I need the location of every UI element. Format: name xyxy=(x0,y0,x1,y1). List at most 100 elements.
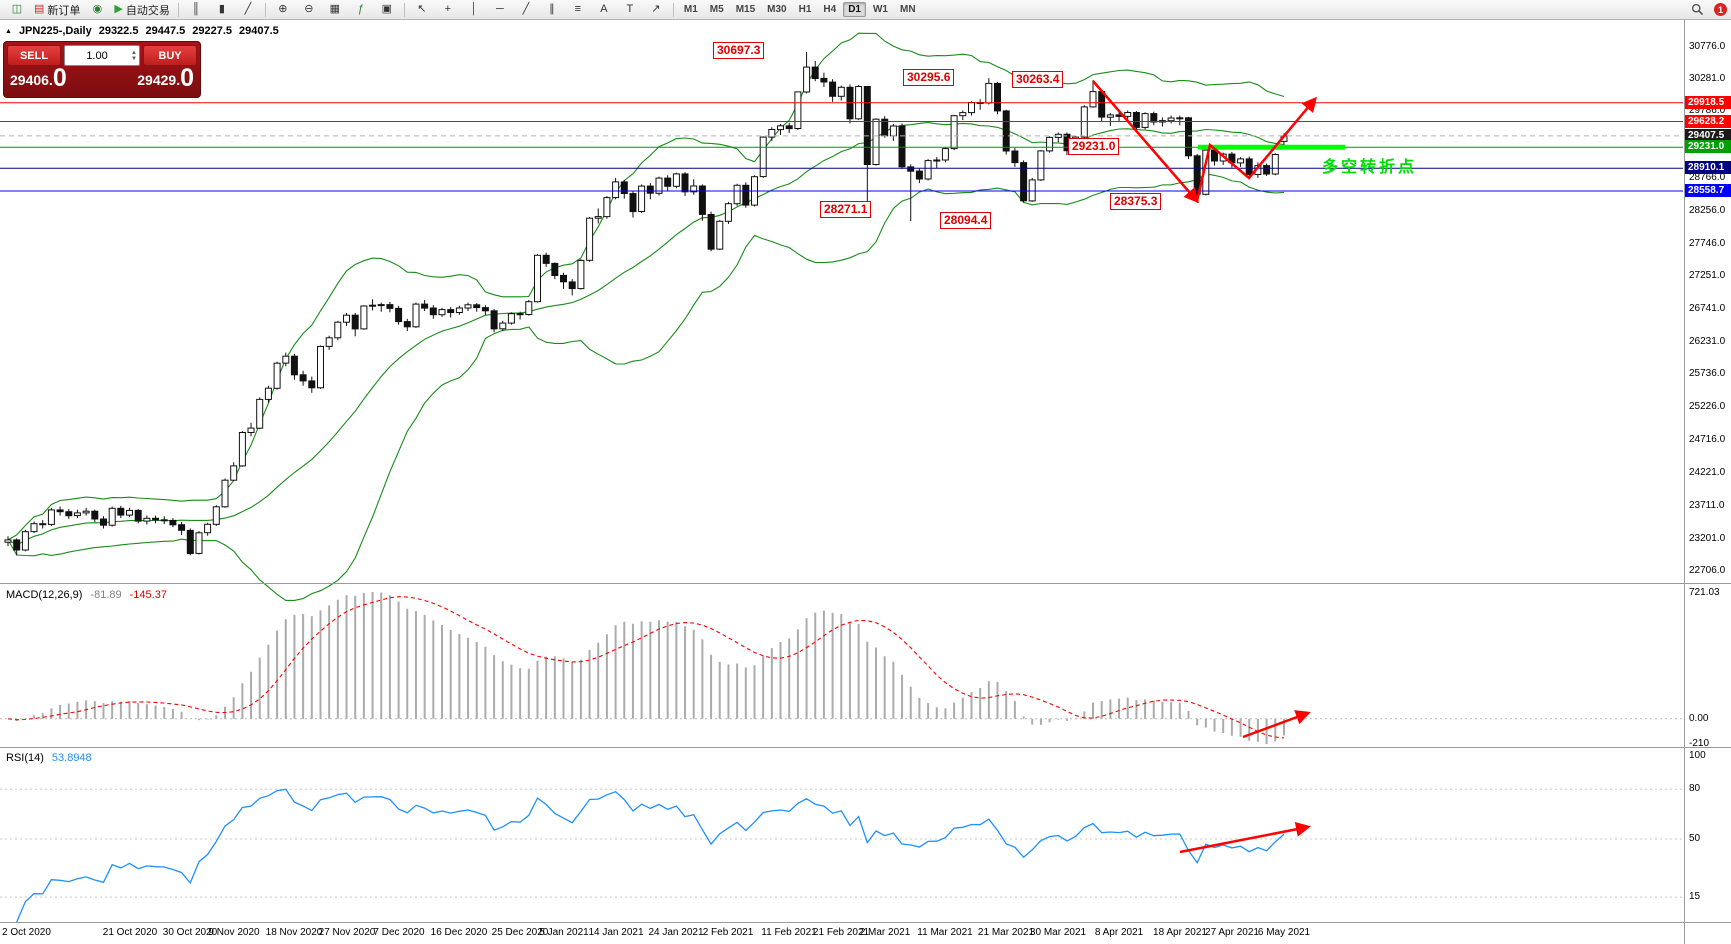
new-order-button-label: 新订单 xyxy=(47,4,81,17)
horizontal-line-icon[interactable]: ─ xyxy=(487,1,513,19)
time-axis-label: 2 Feb 2021 xyxy=(702,927,754,938)
price-level-box: 29918.5 xyxy=(1685,96,1731,109)
price-level-box: 29628.2 xyxy=(1685,115,1731,128)
price-axis-tick: 27251.0 xyxy=(1689,270,1726,281)
ask-price: 29429. 0 xyxy=(137,66,194,91)
sell-button[interactable]: SELL xyxy=(7,45,61,66)
candlestick-chart-icon[interactable]: ▮ xyxy=(209,1,235,19)
rsi-label: RSI(14) 53.8948 xyxy=(6,752,92,764)
timeframe-m15[interactable]: M15 xyxy=(735,4,756,15)
auto-trading-button[interactable]: ▶ 自动交易 xyxy=(110,1,173,19)
price-axis-tick: 30776.0 xyxy=(1689,41,1726,52)
timeframe-m5[interactable]: M5 xyxy=(709,4,724,15)
macd-histogram xyxy=(15,592,1285,744)
time-axis-label: 27 Apr 2021 xyxy=(1205,927,1259,938)
new-order-button[interactable]: ▤ 新订单 xyxy=(30,1,84,19)
price-annotation[interactable]: 28375.3 xyxy=(1110,193,1162,210)
time-axis-label: 30 Oct 2020 xyxy=(162,927,218,938)
price-annotation[interactable]: 28271.1 xyxy=(820,201,872,218)
chart-window-icon[interactable]: ◫ xyxy=(4,1,30,19)
line-chart-icon[interactable]: ╱ xyxy=(235,1,261,19)
ohlc-low: 29227.5 xyxy=(192,25,232,37)
volume-input[interactable] xyxy=(65,49,130,62)
rsi-axis-level: 100 xyxy=(1689,750,1706,761)
trend-arrows[interactable] xyxy=(1092,80,1317,854)
new-order-button-glyph: ▤ xyxy=(34,3,45,15)
trendline-icon[interactable]: ╱ xyxy=(513,1,539,19)
time-axis-label: 8 Apr 2021 xyxy=(1094,927,1144,938)
tile-windows-icon[interactable]: ▦ xyxy=(322,1,348,19)
macd-axis-min: -210 xyxy=(1689,738,1710,749)
indicators-icon[interactable]: ƒ xyxy=(348,1,374,19)
timeframe-h4[interactable]: H4 xyxy=(823,4,837,15)
rsi-name: RSI(14) xyxy=(6,752,44,764)
metaeditor-icon-glyph: ◉ xyxy=(92,3,103,15)
time-axis-label: 14 Jan 2021 xyxy=(588,927,644,938)
metaeditor-icon[interactable]: ◉ xyxy=(84,1,110,19)
price-annotation[interactable]: 30263.4 xyxy=(1012,71,1064,88)
auto-trading-button-glyph: ▶ xyxy=(114,3,123,15)
rsi-levels xyxy=(0,788,1683,898)
bar-chart-icon[interactable]: ║ xyxy=(183,1,209,19)
fibonacci-icon[interactable]: ≡ xyxy=(565,1,591,19)
bar-chart-icon-glyph: ║ xyxy=(191,3,200,15)
symbol-name: JPN225-,Daily xyxy=(18,25,92,37)
collapse-icon[interactable]: ▲ xyxy=(5,27,12,35)
reversal-zigzag-arrow[interactable] xyxy=(1195,96,1317,202)
timeframe-w1[interactable]: W1 xyxy=(872,4,888,15)
timeframe-m1[interactable]: M1 xyxy=(683,4,698,15)
volume-down-icon[interactable]: ▼ xyxy=(131,55,137,62)
price-annotation[interactable]: 28094.4 xyxy=(940,212,992,229)
time-axis-label: 11 Mar 2021 xyxy=(917,927,973,938)
macd-up-arrow[interactable] xyxy=(1242,710,1311,739)
price-annotation[interactable]: 29231.0 xyxy=(1068,138,1120,155)
text-icon[interactable]: A xyxy=(591,1,617,19)
time-axis-label: 5 Jan 2021 xyxy=(539,927,589,938)
macd-axis-max: 721.03 xyxy=(1689,587,1720,598)
volume-up-icon[interactable]: ▲ xyxy=(131,49,137,56)
candlestick-chart-icon-glyph: ▮ xyxy=(218,3,225,15)
cursor-icon[interactable]: ↖ xyxy=(409,1,435,19)
timeframe-m30[interactable]: M30 xyxy=(767,4,787,15)
toolbar-separator xyxy=(264,2,266,17)
arrows-icon[interactable]: ↗ xyxy=(643,1,669,19)
zoom-in-icon[interactable]: ⊕ xyxy=(270,1,296,19)
crosshair-icon[interactable]: + xyxy=(435,1,461,19)
bid-price: 29406. 0 xyxy=(10,66,67,91)
vertical-line-icon[interactable]: │ xyxy=(461,1,487,19)
auto-trading-button-label: 自动交易 xyxy=(125,4,170,17)
toolbar-separator xyxy=(672,2,674,17)
timeframe-mn[interactable]: MN xyxy=(899,4,916,15)
time-axis-label: 2 Mar 2021 xyxy=(859,927,911,938)
price-annotation[interactable]: 30697.3 xyxy=(713,42,765,59)
macd-axis-zero: 0.00 xyxy=(1689,713,1709,724)
toolbar-separator xyxy=(177,2,179,17)
macd-signal-line xyxy=(7,596,1285,739)
level-lines[interactable] xyxy=(0,102,1683,192)
macd-name: MACD(12,26,9) xyxy=(6,589,83,601)
volume-field: ▲ ▼ xyxy=(64,45,140,66)
chart-window-icon-glyph: ◫ xyxy=(11,3,23,15)
templates-icon[interactable]: ▣ xyxy=(374,1,400,19)
price-axis-tick: 28766.0 xyxy=(1689,172,1726,183)
downtrend-arrow[interactable] xyxy=(1092,80,1199,204)
timeframe-h1[interactable]: H1 xyxy=(798,4,812,15)
price-annotation[interactable]: 30295.6 xyxy=(903,69,955,86)
search-icon[interactable] xyxy=(1684,1,1710,19)
label-icon[interactable]: T xyxy=(617,1,643,19)
zoom-out-icon[interactable]: ⊖ xyxy=(296,1,322,19)
turning-point-text[interactable]: 多空转折点 xyxy=(1322,159,1418,176)
time-axis-label: 24 Jan 2021 xyxy=(648,927,704,938)
price-level-box: 28910.1 xyxy=(1685,161,1731,174)
time-axis-label: 2 Oct 2020 xyxy=(2,927,51,938)
timeframe-d1[interactable]: D1 xyxy=(843,2,866,17)
macd-label: MACD(12,26,9) -81.89 -145.37 xyxy=(6,589,167,601)
rsi-up-arrow[interactable] xyxy=(1179,821,1311,854)
rsi-value: 53.8948 xyxy=(51,752,92,764)
rsi-axis-level: 50 xyxy=(1689,833,1701,844)
buy-button[interactable]: BUY xyxy=(143,45,197,66)
channel-icon[interactable]: ∥ xyxy=(539,1,565,19)
volume-stepper[interactable]: ▲ ▼ xyxy=(129,50,139,62)
notification-badge[interactable]: 1 xyxy=(1714,3,1727,16)
